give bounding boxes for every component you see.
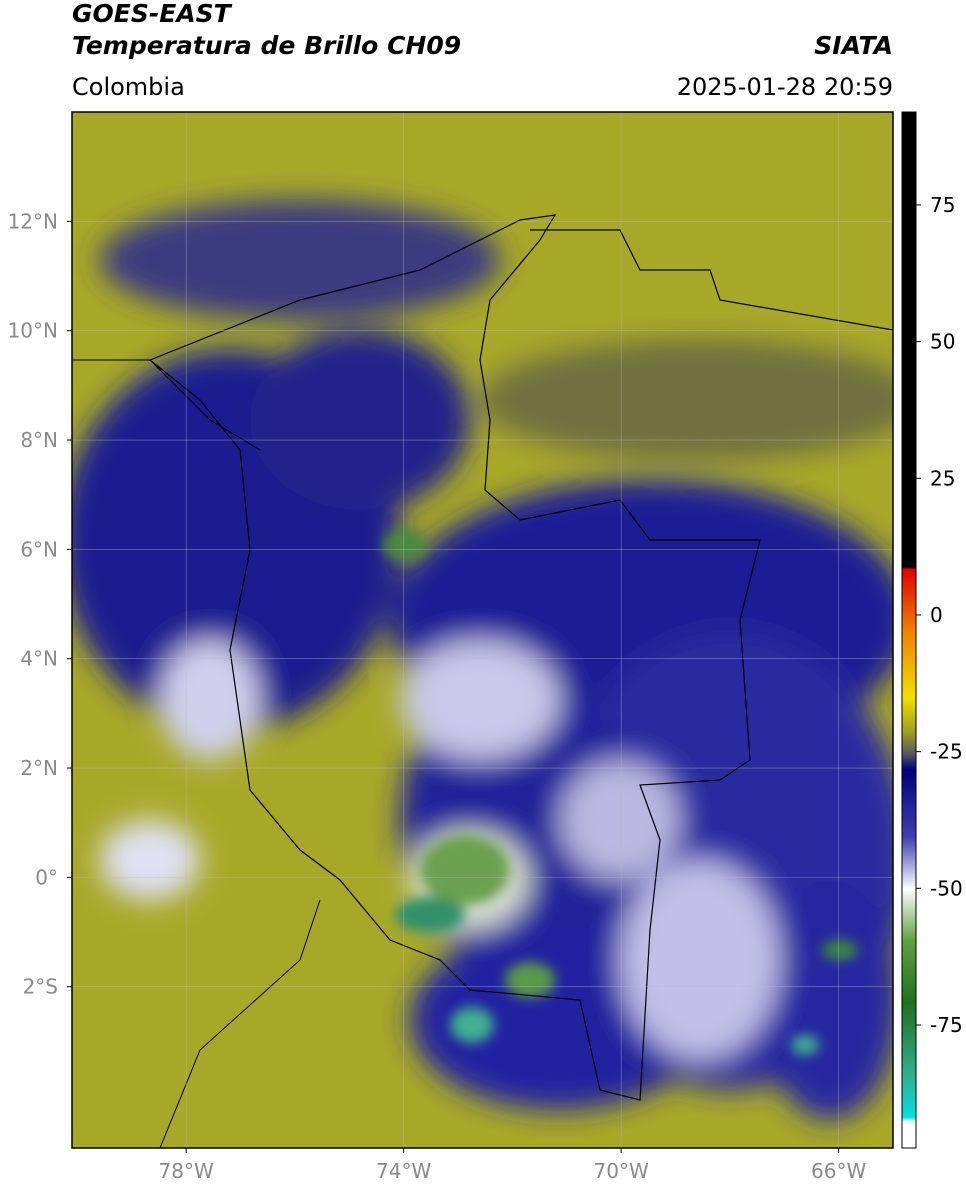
grid [72,112,893,1148]
x-tick-label: 66°W [811,1159,866,1183]
colorbar [901,111,917,1149]
x-tick-label: 74°W [376,1159,431,1183]
colorbar-tick-label: -75 [930,1013,963,1037]
colorbar-tick-label: -50 [930,876,963,900]
y-tick-label: 0° [35,865,58,889]
y-tick-label: 8°N [20,428,58,452]
y-tick-label: 2°N [20,756,58,780]
y-tick-label: 12°N [8,209,58,233]
colorbar-tick-label: 0 [930,603,943,627]
datetime: 2025-01-28 20:59 [677,73,893,101]
source: SIATA [814,31,893,60]
map-frame [71,111,894,1149]
y-tick-label: 2°S [23,975,58,999]
y-tick-label: 10°N [8,319,58,343]
colorbar-tick-label: -25 [930,740,963,764]
y-tick-label: 4°N [20,647,58,671]
subtitle: Temperatura de Brillo CH09 [72,31,461,60]
region: Colombia [72,73,185,101]
colorbar-tick-label: 25 [930,466,955,490]
colorbar-tick-label: 75 [930,193,955,217]
colorbar-tick-label: 50 [930,330,955,354]
x-tick-label: 70°W [594,1159,649,1183]
satellite-image [72,112,893,1148]
title: GOES-EAST [72,0,233,28]
x-tick-label: 78°W [159,1159,214,1183]
y-tick-label: 6°N [20,537,58,561]
